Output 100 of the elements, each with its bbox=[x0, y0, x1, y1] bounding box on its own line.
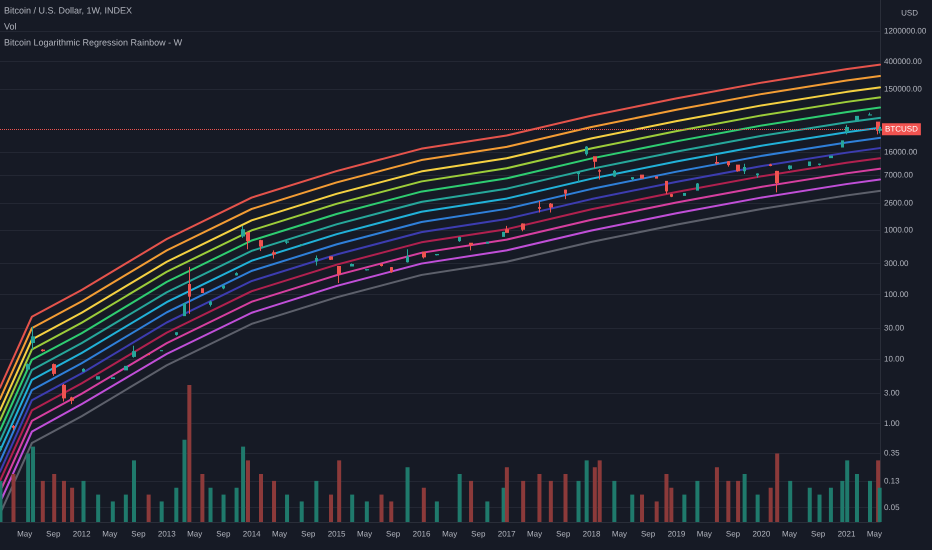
bar bbox=[379, 494, 384, 522]
bar bbox=[756, 494, 760, 522]
bar bbox=[775, 454, 780, 522]
candlestick bbox=[124, 365, 128, 371]
x-tick-label: Sep bbox=[301, 530, 316, 538]
bar bbox=[682, 494, 686, 522]
x-tick-label: Sep bbox=[556, 530, 571, 538]
x-tick-label: 2016 bbox=[412, 530, 431, 538]
x-tick-label: 2017 bbox=[498, 530, 516, 538]
x-tick-label: 2012 bbox=[72, 530, 92, 538]
candlestick bbox=[502, 231, 505, 238]
candlestick bbox=[26, 363, 30, 370]
x-tick-label: May bbox=[187, 530, 202, 538]
candlestick bbox=[82, 368, 85, 372]
bar bbox=[364, 501, 369, 522]
bar bbox=[70, 488, 74, 522]
candlestick bbox=[259, 239, 263, 252]
candlestick bbox=[593, 156, 597, 169]
ref-line-label: BTCUSD bbox=[885, 124, 918, 134]
candlestick bbox=[201, 288, 204, 294]
x-tick-label: Sep bbox=[216, 530, 231, 538]
bar bbox=[187, 385, 192, 522]
candlestick bbox=[222, 284, 225, 290]
bar bbox=[469, 480, 474, 522]
bar bbox=[124, 494, 128, 522]
candlestick bbox=[246, 232, 250, 250]
candlestick bbox=[183, 302, 186, 317]
bar bbox=[654, 501, 659, 522]
bar bbox=[584, 460, 589, 522]
x-tick-label: 2014 bbox=[242, 530, 262, 538]
y-tick-label: 30.00 bbox=[884, 324, 905, 333]
bar bbox=[234, 488, 239, 522]
x-tick-label: Sep bbox=[640, 530, 656, 538]
candlestick bbox=[564, 189, 567, 200]
x-tick-label: May bbox=[17, 530, 32, 538]
candlestick bbox=[715, 156, 719, 165]
bar bbox=[458, 474, 462, 522]
x-tick-label: Sep bbox=[471, 530, 486, 538]
bar bbox=[62, 480, 66, 522]
candlestick bbox=[577, 172, 580, 182]
candlestick bbox=[808, 160, 811, 166]
bar bbox=[160, 501, 164, 522]
x-tick-label: 2018 bbox=[582, 530, 601, 538]
bar bbox=[208, 488, 213, 522]
bar bbox=[82, 480, 86, 522]
candlestick bbox=[285, 240, 289, 245]
candlestick bbox=[655, 176, 658, 180]
y-tick-label: 0.35 bbox=[884, 448, 900, 458]
candlestick bbox=[521, 222, 525, 232]
bar bbox=[246, 460, 250, 522]
x-tick-label: Sep bbox=[811, 530, 826, 538]
bar bbox=[521, 480, 526, 522]
bar bbox=[146, 494, 151, 522]
bar bbox=[337, 460, 342, 522]
candlestick bbox=[598, 168, 601, 180]
bar bbox=[878, 488, 882, 522]
candlestick bbox=[665, 180, 668, 194]
bar bbox=[259, 474, 263, 522]
candlestick bbox=[878, 126, 882, 134]
annotation: Bitcoin Logarithmic Regression Rainbow - W bbox=[4, 38, 183, 48]
y-tick-label: 1200000.00 bbox=[884, 26, 927, 36]
bar bbox=[222, 494, 226, 522]
candlestick bbox=[209, 300, 212, 307]
bar bbox=[640, 494, 644, 522]
candlestick bbox=[12, 424, 15, 430]
candlestick bbox=[696, 182, 699, 191]
candlestick bbox=[315, 254, 318, 266]
bar bbox=[389, 501, 394, 522]
candlestick bbox=[380, 263, 383, 268]
bar bbox=[828, 488, 833, 522]
y-tick-label: 400000.00 bbox=[884, 57, 922, 66]
y-tick-label: 100.00 bbox=[884, 290, 910, 299]
x-tick-label: May bbox=[526, 530, 542, 538]
x-tick-label: Sep bbox=[46, 530, 61, 538]
bar bbox=[329, 494, 334, 522]
candlestick bbox=[640, 174, 644, 180]
y-tick-label: 7000.00 bbox=[884, 170, 914, 180]
x-tick-label: Sep bbox=[131, 530, 146, 538]
candlestick bbox=[727, 160, 730, 168]
bar bbox=[564, 474, 568, 522]
chart-title: Vol bbox=[4, 22, 17, 32]
bar bbox=[548, 480, 553, 522]
candlestick bbox=[188, 266, 191, 314]
text: Bitcoin / U.S. Dollar, 1W, INDEX bbox=[4, 6, 132, 16]
candlestick bbox=[235, 272, 238, 276]
bar bbox=[132, 460, 136, 522]
bar bbox=[818, 494, 822, 522]
candlestick bbox=[132, 345, 136, 358]
candlestick bbox=[337, 266, 341, 284]
x-tick-label: Sep bbox=[386, 530, 401, 538]
x-tick-label: May bbox=[272, 530, 288, 538]
x-tick-label: May bbox=[102, 530, 118, 538]
y-tick-label: 0.05 bbox=[884, 503, 900, 512]
bar bbox=[406, 467, 410, 522]
bar bbox=[300, 501, 304, 522]
x-tick-label: 2019 bbox=[668, 530, 686, 538]
x-tick-label: 2020 bbox=[752, 530, 771, 538]
candlestick bbox=[670, 193, 673, 198]
candlestick bbox=[390, 266, 393, 274]
candlestick bbox=[111, 377, 115, 380]
